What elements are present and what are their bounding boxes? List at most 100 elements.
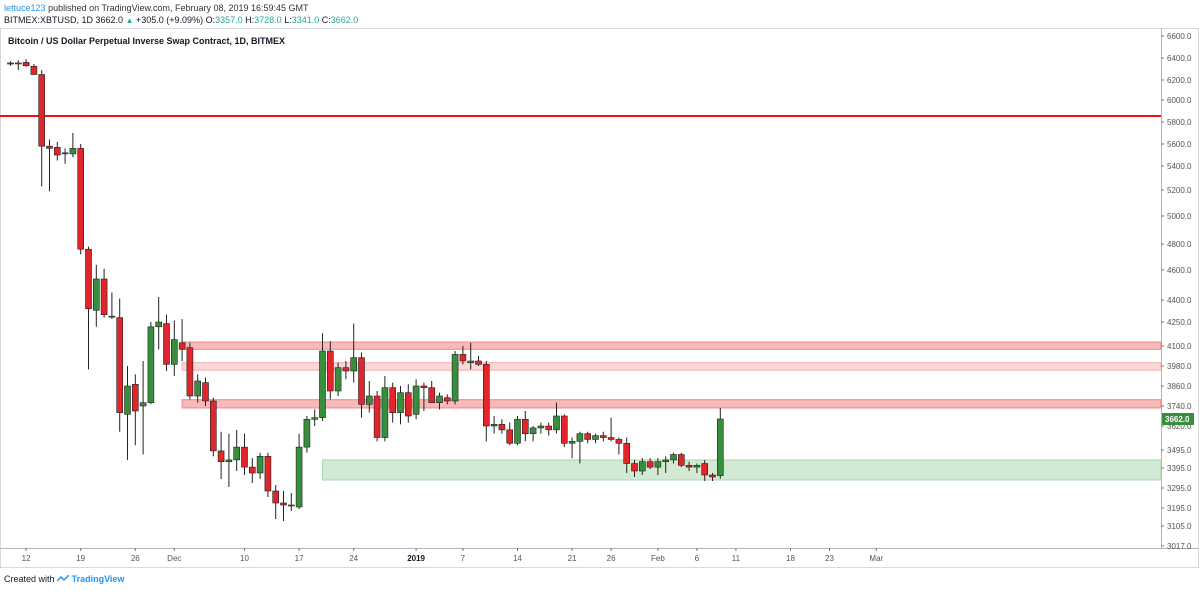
x-tick-label: 6 [695,554,700,563]
y-tick-label: 5400.0 [1167,162,1192,171]
y-tick-label: 6000.0 [1167,96,1192,105]
candle-body [264,455,272,492]
candle-body [342,367,350,372]
y-tick-label: 3620.0 [1167,422,1192,431]
candle-body [553,415,560,431]
y-tick-label: 3295.0 [1167,484,1192,493]
published-text: published on TradingView.com, February 0… [48,3,309,13]
close-value: 3662.0 [330,15,359,25]
author-link[interactable]: lettuce123 [4,3,46,13]
candle-body [124,385,131,415]
y-tick-label: 3017.0 [1167,542,1192,551]
x-tick-label: 11 [732,554,741,563]
candle-body [498,424,506,431]
y-tick-label: 5600.0 [1167,140,1192,149]
candle-body [459,354,467,362]
footer: Created with TradingView [4,574,124,584]
y-tick-label: 4250.0 [1167,318,1192,327]
candle-body [272,490,280,504]
candle-body [716,418,724,476]
candle-body [85,248,92,310]
change-value: +305.0 (+9.09%) [136,15,204,25]
candle-body [654,461,662,468]
x-tick-label: 7 [461,554,466,563]
y-tick-label: 4100.0 [1167,342,1192,351]
candles-layer [7,59,724,521]
x-tick-label: 26 [131,554,140,563]
up-arrow-icon: ▲ [125,16,134,25]
y-tick-label: 6400.0 [1167,54,1192,63]
candle-body [287,504,295,507]
y-tick-label: 5000.0 [1167,212,1192,221]
candle-body [15,62,22,65]
candle-body [132,384,139,412]
candle-body [709,474,716,478]
y-tick-label: 3740.0 [1167,402,1192,411]
candle-body [46,145,53,149]
y-tick-label: 3980.0 [1167,362,1192,371]
candle-body [69,148,77,155]
zone-3 [322,459,1162,481]
candle-body [701,463,709,476]
candle-body [38,74,46,147]
candle-body [249,466,256,474]
candle-body [490,424,498,427]
candle-body [537,425,545,429]
candle-body [77,148,84,250]
y-tick-label: 4400.0 [1167,296,1192,305]
x-tick-label: 17 [295,554,304,563]
candle-body [677,454,685,466]
price-axis[interactable]: 6600.0 6400.0 6200.0 6000.0 5800.0 5600.0 5400… [1161,32,1194,551]
candle-body [514,419,521,444]
symbol-ohlc-line: BITMEX:XBTUSD, 1D 3662.0 ▲ +305.0 (+9.09… [4,15,358,26]
y-tick-label: 6600.0 [1167,32,1192,41]
candle-body [451,354,459,402]
zone-2 [181,399,1162,409]
candle-body [303,419,311,448]
candle-body [61,152,69,155]
symbol-label: BITMEX:XBTUSD, 1D [4,15,94,25]
tradingview-brand[interactable]: TradingView [71,574,125,584]
candle-body [467,360,475,363]
candle-body [350,357,358,372]
last-price-label: 3662.0 [1165,415,1190,424]
candle-body [280,502,287,506]
candle-body [100,278,108,315]
open-value: 3357.0 [215,15,243,25]
candle-body [186,347,194,397]
candle-body [155,321,162,328]
candle-body [436,395,443,403]
candle-body [420,385,428,388]
candle-body [631,463,638,472]
time-axis[interactable]: 12 19 26 Dec 10 17 24 2019 7 14 21 26 Feb 6 11 18 23 Mar [22,548,884,563]
chart-title: Bitcoin / US Dollar Perpetual Inverse Sw… [8,36,285,46]
candle-body [389,387,397,413]
candle-body [295,446,303,508]
x-tick-label: 18 [786,554,795,563]
x-tick-label: 23 [825,554,834,563]
candle-body [638,461,646,472]
x-tick-label: 24 [349,554,358,563]
y-tick-label: 3195.0 [1167,504,1192,513]
candle-body [615,439,623,444]
chart-header: lettuce123 published on TradingView.com,… [0,0,1199,28]
candle-body [178,342,186,350]
candle-body [599,435,607,438]
candle-body [381,387,389,438]
candle-body [217,450,225,462]
tradingview-logo-icon [56,574,70,583]
candle-body [171,339,178,365]
candle-body [506,429,514,444]
candle-body [210,400,217,452]
candle-body [108,315,116,318]
candle-body [592,435,599,440]
y-tick-label: 5200.0 [1167,186,1192,195]
candle-body [358,357,365,405]
zones-layer [181,341,1162,481]
candle-body [623,442,631,464]
candle-body [326,350,334,392]
x-tick-label: Feb [651,554,665,563]
candle-body [334,367,342,392]
candlestick-chart[interactable]: 6600.0 6400.0 6200.0 6000.0 5800.0 5600.0 5400… [0,28,1199,568]
x-tick-label: 19 [76,554,85,563]
